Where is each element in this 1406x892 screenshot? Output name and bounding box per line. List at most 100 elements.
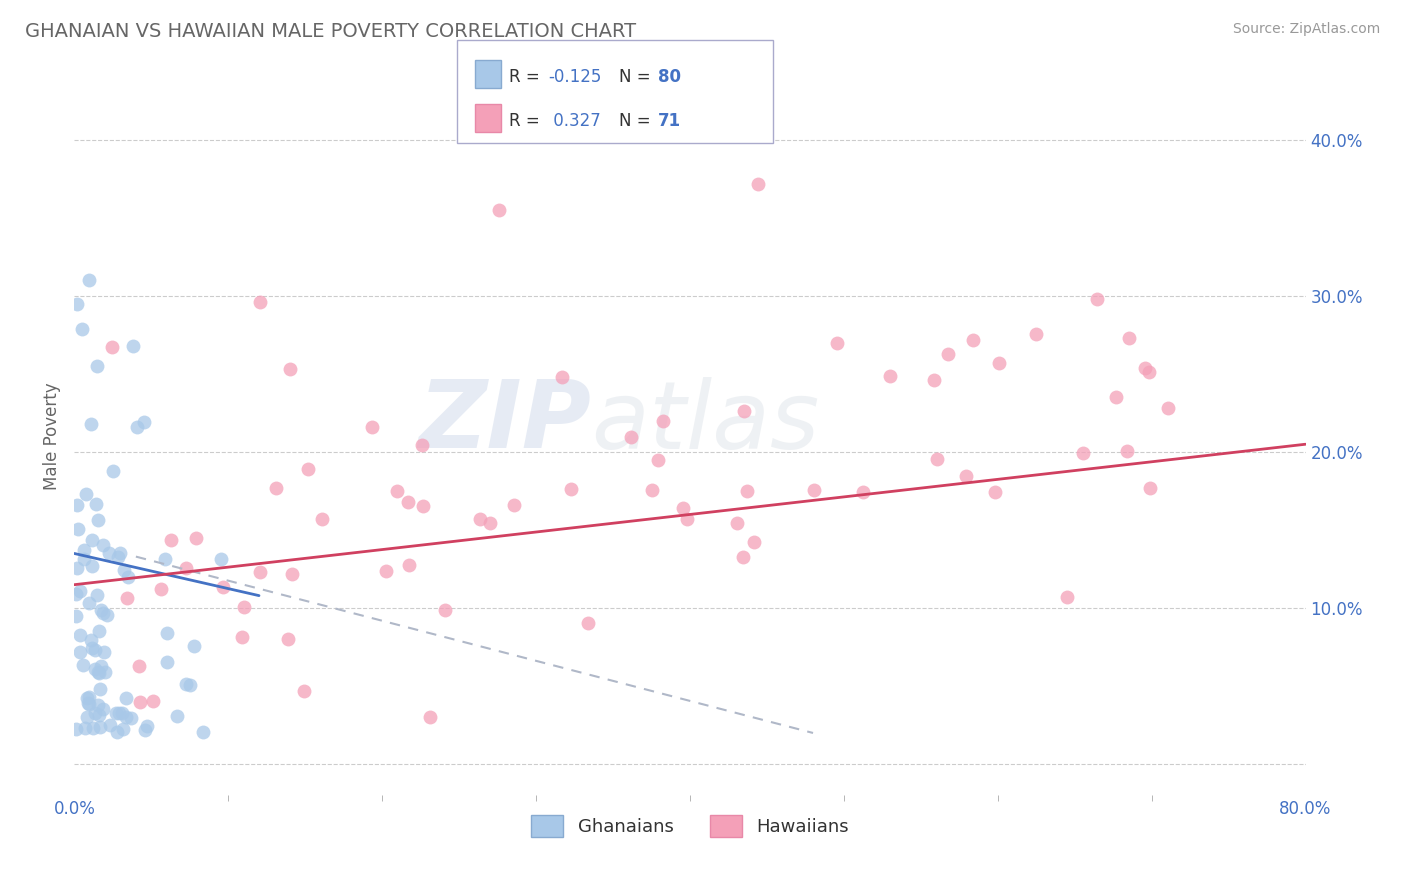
- Point: [232, 599, 254, 614]
- Point: [77, 696, 100, 710]
- Point: [1139, 481, 1161, 495]
- Point: [620, 430, 643, 444]
- Point: [640, 483, 662, 497]
- Point: [86, 588, 108, 602]
- Point: [155, 626, 177, 640]
- Point: [375, 564, 398, 578]
- Text: -0.125: -0.125: [548, 69, 602, 87]
- Point: [1115, 443, 1137, 458]
- Point: [827, 336, 849, 351]
- Point: [97, 546, 120, 560]
- Point: [550, 370, 572, 384]
- Point: [72, 552, 94, 566]
- Point: [96, 608, 118, 623]
- Point: [66, 297, 89, 311]
- Point: [73, 542, 96, 557]
- Point: [179, 678, 201, 692]
- Point: [1025, 327, 1047, 342]
- Point: [156, 656, 179, 670]
- Point: [84, 497, 107, 511]
- Point: [193, 725, 215, 739]
- Point: [82, 722, 104, 736]
- Point: [488, 203, 510, 218]
- Point: [69, 645, 91, 659]
- Point: [1137, 365, 1160, 379]
- Text: 0.327: 0.327: [548, 112, 602, 130]
- Point: [87, 666, 110, 681]
- Point: [747, 178, 769, 192]
- Point: [94, 665, 117, 679]
- Point: [955, 469, 977, 483]
- Point: [115, 690, 138, 705]
- Point: [87, 514, 110, 528]
- Point: [117, 570, 139, 584]
- Point: [91, 607, 114, 621]
- Text: N =: N =: [619, 69, 655, 87]
- Point: [82, 640, 104, 655]
- Point: [142, 694, 165, 708]
- Point: [183, 639, 205, 653]
- Point: [149, 582, 172, 596]
- Text: N =: N =: [619, 112, 655, 130]
- Point: [434, 603, 457, 617]
- Point: [361, 420, 384, 434]
- Point: [69, 583, 91, 598]
- Point: [87, 665, 110, 679]
- Point: [1157, 401, 1180, 416]
- Point: [84, 706, 107, 720]
- Point: [79, 417, 101, 432]
- Point: [672, 501, 695, 516]
- Point: [264, 481, 287, 495]
- Point: [277, 632, 299, 646]
- Point: [1056, 591, 1078, 605]
- Point: [86, 359, 108, 374]
- Point: [65, 587, 87, 601]
- Point: [647, 453, 669, 467]
- Text: GHANAIAN VS HAWAIIAN MALE POVERTY CORRELATION CHART: GHANAIAN VS HAWAIIAN MALE POVERTY CORREL…: [25, 22, 637, 41]
- Point: [76, 690, 98, 705]
- Point: [419, 710, 441, 724]
- Point: [65, 722, 87, 736]
- Text: atlas: atlas: [592, 376, 820, 467]
- Point: [108, 546, 131, 560]
- Point: [209, 552, 232, 566]
- Point: [411, 438, 433, 452]
- Point: [70, 322, 93, 336]
- Point: [297, 462, 319, 476]
- Point: [731, 550, 754, 565]
- Point: [311, 512, 333, 526]
- Point: [398, 558, 420, 572]
- Point: [91, 538, 114, 552]
- Point: [725, 516, 748, 531]
- Point: [652, 414, 675, 428]
- Point: [1118, 331, 1140, 345]
- Point: [292, 684, 315, 698]
- Point: [84, 662, 107, 676]
- Point: [135, 719, 157, 733]
- Point: [86, 698, 108, 713]
- Point: [93, 645, 115, 659]
- Point: [385, 484, 408, 499]
- Point: [107, 706, 129, 721]
- Point: [129, 695, 152, 709]
- Point: [91, 702, 114, 716]
- Point: [231, 630, 253, 644]
- Point: [104, 706, 127, 720]
- Point: [560, 482, 582, 496]
- Point: [1105, 391, 1128, 405]
- Point: [69, 628, 91, 642]
- Point: [166, 708, 188, 723]
- Point: [962, 333, 984, 347]
- Point: [90, 603, 112, 617]
- Point: [733, 404, 755, 418]
- Point: [936, 347, 959, 361]
- Point: [112, 563, 135, 577]
- Y-axis label: Male Poverty: Male Poverty: [44, 383, 60, 491]
- Point: [105, 725, 128, 739]
- Point: [278, 362, 301, 376]
- Point: [176, 561, 198, 575]
- Text: R =: R =: [509, 69, 546, 87]
- Point: [174, 677, 197, 691]
- Legend: Ghanaians, Hawaiians: Ghanaians, Hawaiians: [523, 807, 856, 844]
- Point: [89, 720, 111, 734]
